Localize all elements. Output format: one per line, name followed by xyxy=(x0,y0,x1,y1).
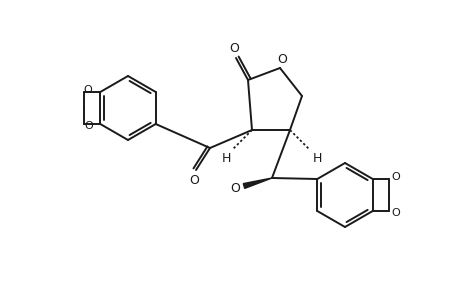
Text: O: O xyxy=(229,41,238,55)
Text: O: O xyxy=(83,85,91,95)
Text: O: O xyxy=(230,182,240,194)
Text: H: H xyxy=(312,152,321,164)
Text: O: O xyxy=(391,172,399,182)
Text: H: H xyxy=(221,152,230,164)
Text: O: O xyxy=(189,175,198,188)
Text: O: O xyxy=(276,52,286,65)
Text: O: O xyxy=(84,121,92,131)
Polygon shape xyxy=(243,178,271,188)
Text: O: O xyxy=(391,208,399,218)
